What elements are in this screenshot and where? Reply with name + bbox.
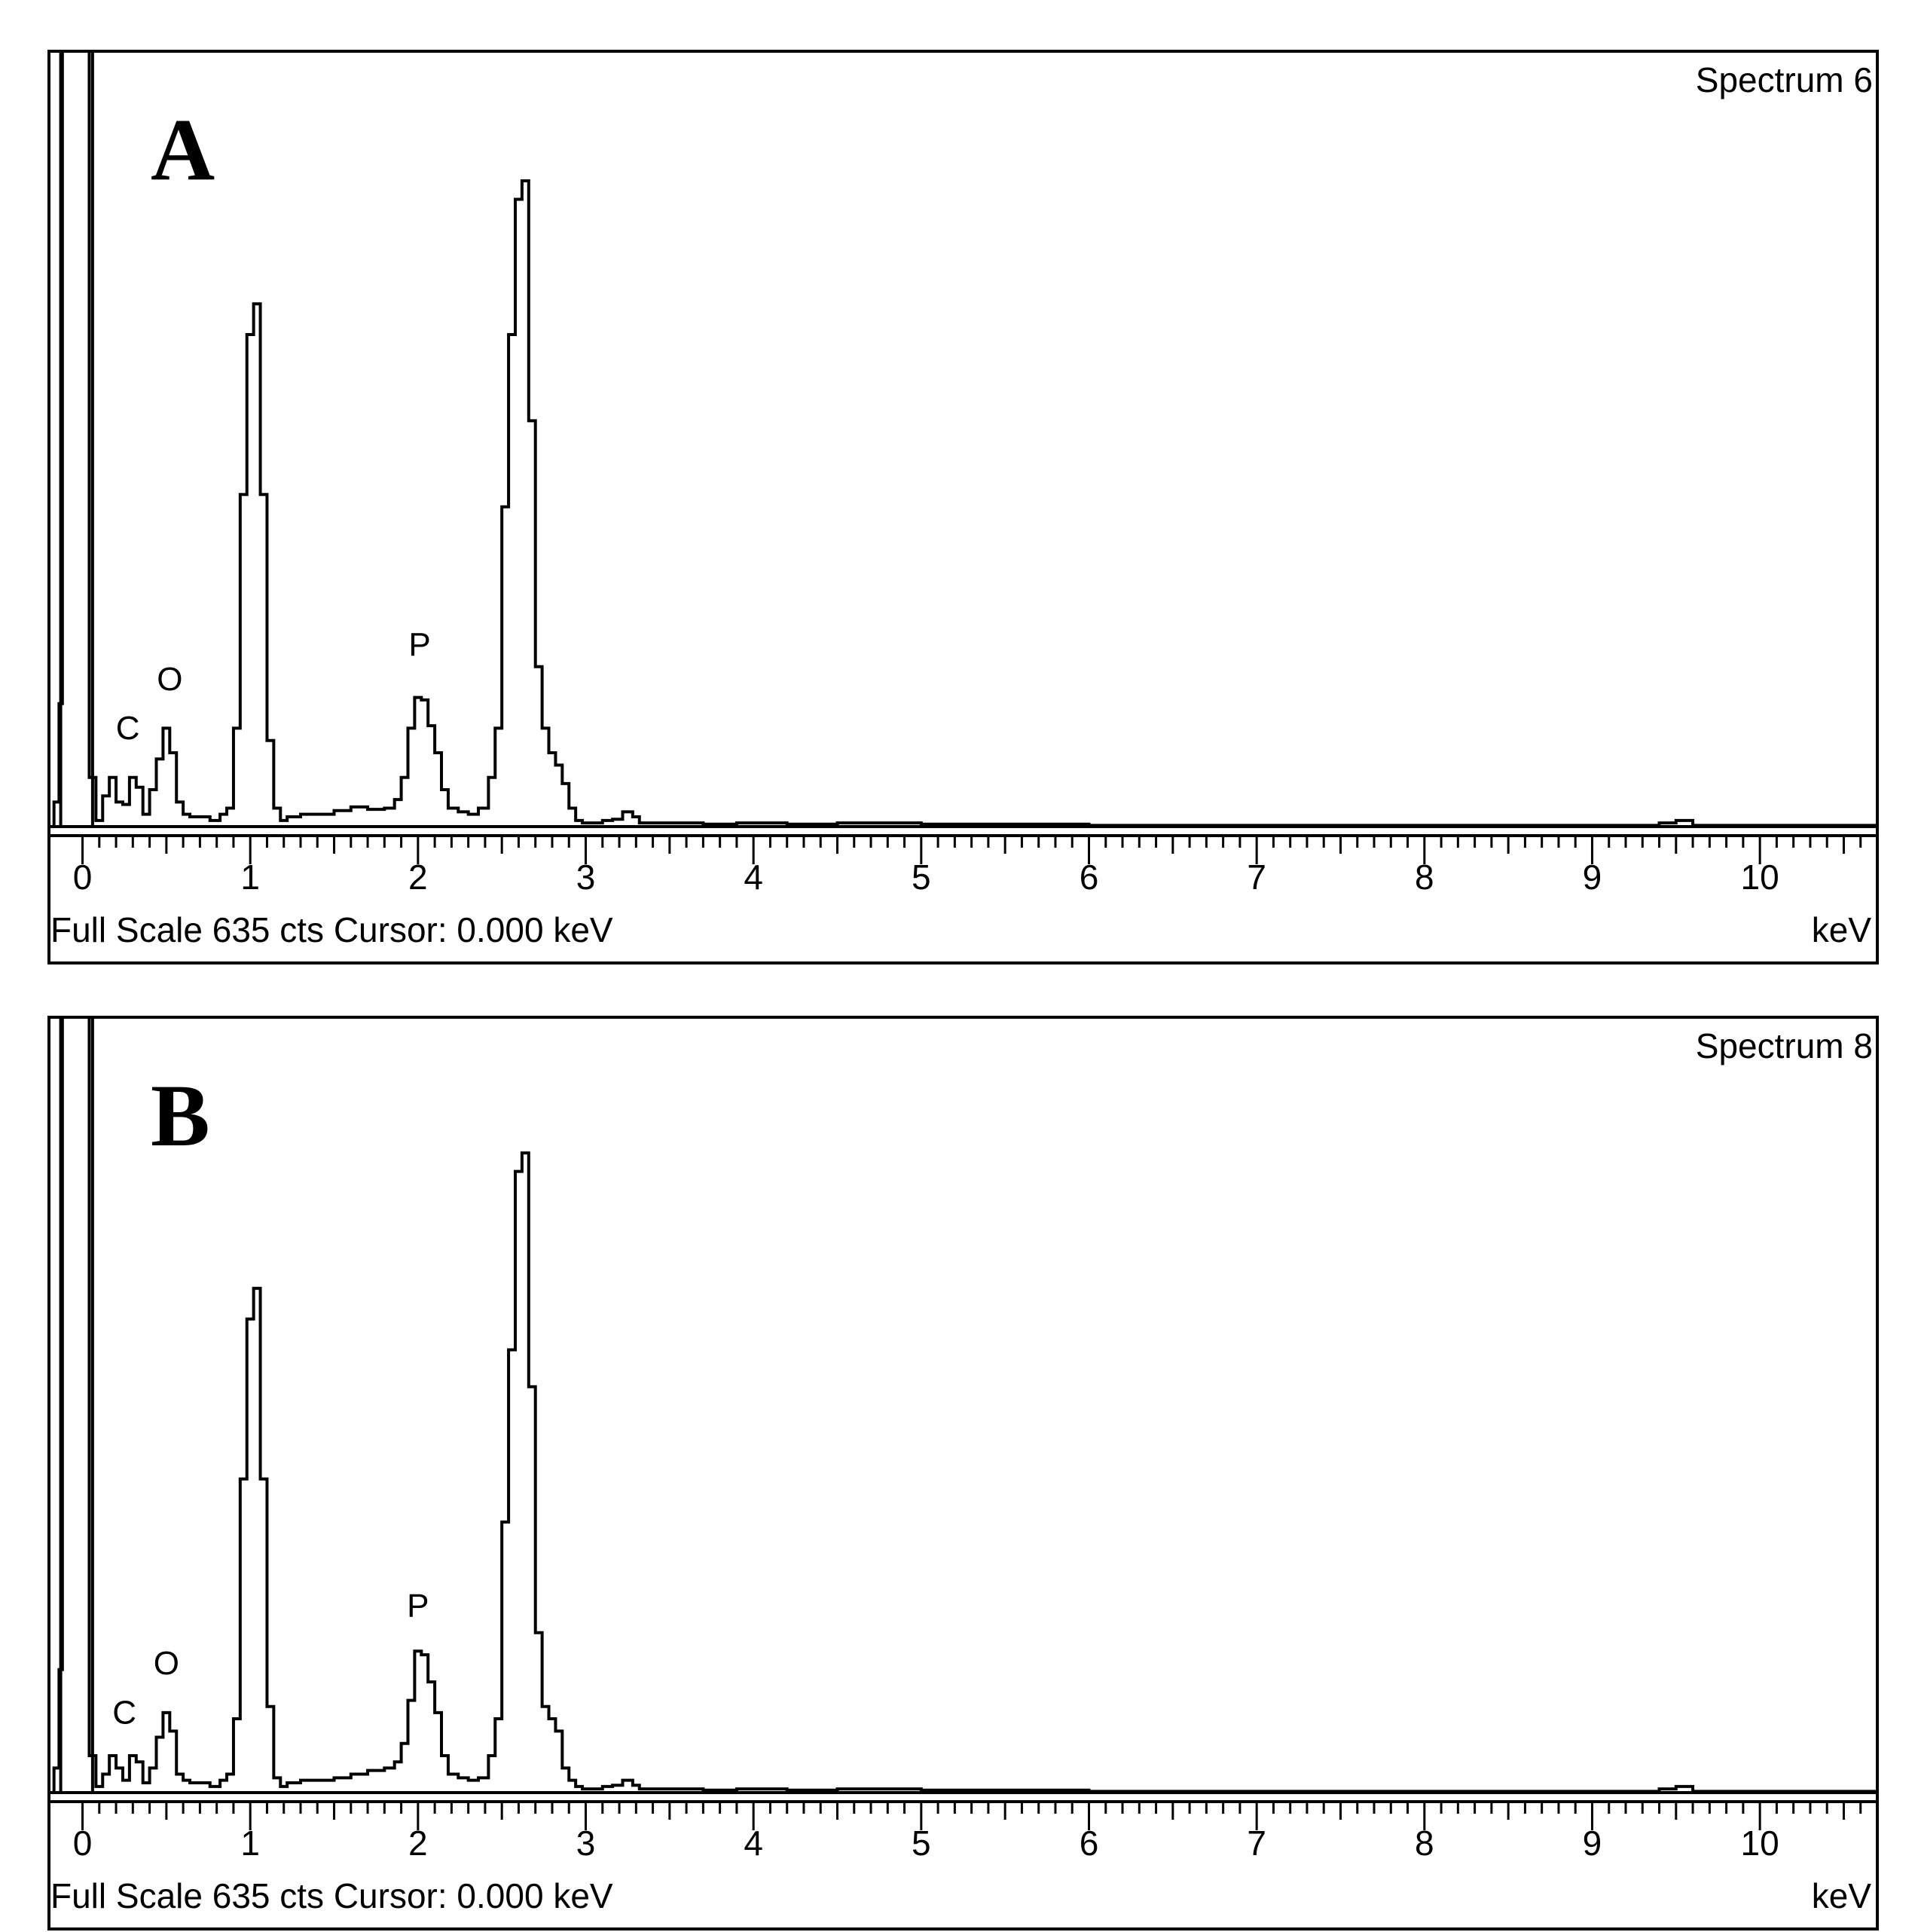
x-tick-label: 2 [408,1823,428,1863]
spectrum-panel-a: 0 1 2 3 4 5 6 7 8 9 10 C O P A Spectrum 6 Full Scale 635… [47,50,1879,964]
x-tick-label: 5 [912,1823,931,1863]
x-tick-label: 7 [1247,857,1266,897]
spectrum-trace [49,50,1877,828]
panel-letter: B [151,1066,210,1165]
x-tick-label: 4 [744,857,763,897]
x-unit-label: keV [1812,1876,1872,1915]
spectrum-label: Spectrum 6 [1696,60,1873,99]
x-tick-label: 5 [912,857,931,897]
x-tick-label: 4 [744,1823,763,1863]
full-scale-cursor-readout: Full Scale 635 cts Cursor: 0.000 keV [50,910,613,949]
peak-label-o: O [154,1645,179,1682]
x-tick-label: 3 [576,1823,596,1863]
x-tick-label: 8 [1415,857,1434,897]
x-tick-label: 6 [1080,1823,1099,1863]
x-tick-label: 9 [1583,1823,1602,1863]
x-tick-label: 2 [408,857,428,897]
x-tick-label: 9 [1583,857,1602,897]
x-unit-label: keV [1812,910,1872,949]
peak-label-c: C [112,1695,136,1732]
panel-letter: A [151,100,215,199]
x-tick-label: 10 [1741,857,1779,897]
full-scale-cursor-readout: Full Scale 635 cts Cursor: 0.000 keV [50,1876,613,1915]
x-tick-label: 1 [240,1823,260,1863]
x-tick-label: 0 [73,857,93,897]
x-tick-label: 0 [73,1823,93,1863]
spectrum-label: Spectrum 8 [1696,1026,1873,1065]
x-tick-label: 6 [1080,857,1099,897]
peak-label-o: O [157,661,182,698]
x-tick-label: 1 [240,857,260,897]
chart-frame [47,50,1879,964]
x-tick-label: 10 [1741,1823,1779,1863]
x-tick-label: 7 [1247,1823,1266,1863]
x-tick-label: 3 [576,857,596,897]
spectrum-chart: 0 1 2 3 4 5 6 7 8 9 10 CO P A Spectrum 6 Full Scale 635… [47,50,1879,964]
x-tick-label: 8 [1415,1823,1434,1863]
peak-label-c: C [116,710,140,747]
spectrum-trace [49,1016,1877,1794]
chart-frame [47,1016,1879,1930]
spectrum-panel-b: 0 1 2 3 4 5 6 7 8 9 10 C O P B Spectrum 8 Full Scale 635… [0,966,1918,1932]
peak-label-p: P [407,1588,429,1625]
peak-label-p: P [408,626,430,663]
spectrum-chart: 0 1 2 3 4 5 6 7 8 9 10 CO P B Spectrum 8 Full Scale 635… [47,1016,1879,1930]
